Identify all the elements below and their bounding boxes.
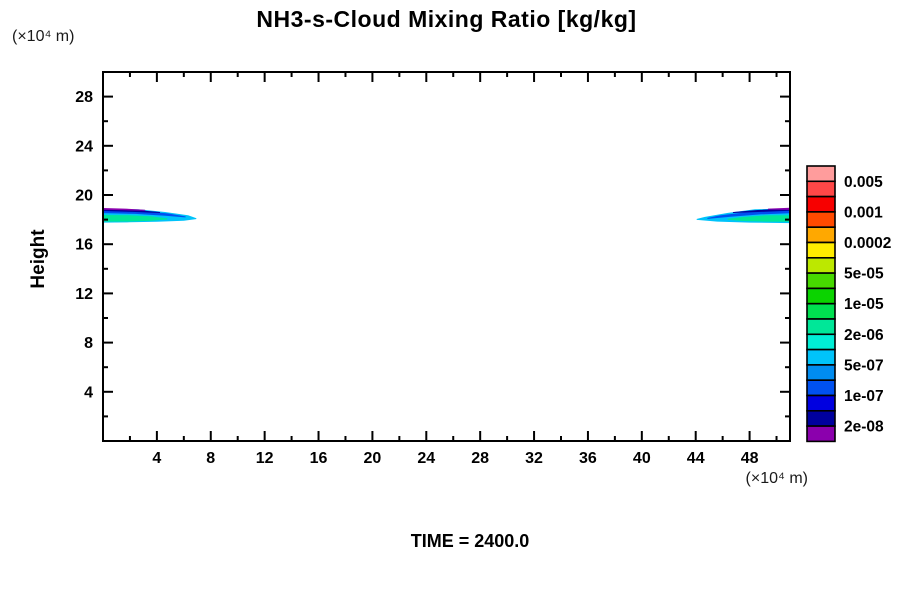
- x-tick-label: 44: [687, 450, 705, 467]
- x-axis-unit-label: (×10⁴ m): [745, 470, 808, 487]
- plot-frame: [102, 71, 791, 442]
- x-tick-label: 28: [471, 450, 489, 467]
- legend-color-cell: [806, 409, 836, 427]
- y-tick-label: 28: [75, 89, 93, 106]
- legend-label: 5e-07: [844, 357, 884, 374]
- legend-label: 2e-06: [844, 327, 884, 344]
- time-label: TIME = 2400.0: [410, 531, 530, 551]
- x-tick-label: 8: [206, 450, 215, 467]
- right-cloud-band-layer: [727, 215, 791, 222]
- legend-label: 0.005: [844, 174, 883, 191]
- legend-color-cell: [806, 211, 836, 228]
- legend-color-cell: [806, 394, 836, 412]
- y-tick-label: 24: [75, 138, 93, 155]
- legend-color-cell: [806, 241, 836, 259]
- right-cloud-band-layer: [767, 207, 791, 210]
- legend-label: 1e-05: [844, 296, 884, 313]
- legend-color-cell: [806, 364, 836, 381]
- x-tick-label: 24: [417, 450, 435, 467]
- x-tick-label: 16: [310, 450, 328, 467]
- right-cloud-band-layer: [707, 209, 791, 219]
- legend-label: 2e-08: [844, 419, 884, 436]
- x-tick-label: 40: [633, 450, 651, 467]
- legend-color-cell: [806, 348, 836, 366]
- legend-label: 0.001: [844, 204, 883, 221]
- x-tick-label: 4: [152, 450, 161, 467]
- x-tick-label: 36: [579, 450, 597, 467]
- legend-color-cell: [806, 379, 836, 397]
- legend-color-cell: [806, 195, 836, 213]
- x-tick-label: 32: [525, 450, 543, 467]
- legend-color-cell: [806, 425, 836, 443]
- legend-label: 1e-07: [844, 388, 884, 405]
- x-tick-label: 48: [741, 450, 759, 467]
- y-tick-label: 12: [75, 286, 93, 303]
- legend-color-cell: [806, 287, 836, 305]
- legend-color-cell: [806, 272, 836, 290]
- legend-label: 0.0002: [844, 235, 891, 252]
- x-tick-label: 20: [364, 450, 382, 467]
- y-tick-label: 4: [84, 384, 93, 401]
- y-tick-label: 16: [75, 237, 93, 254]
- y-axis-unit-label: (×10⁴ m): [12, 28, 75, 45]
- legend-color-cell: [806, 318, 836, 336]
- y-tick-label: 8: [84, 335, 93, 352]
- x-tick-label: 12: [256, 450, 274, 467]
- plot-title: NH3-s-Cloud Mixing Ratio [kg/kg]: [256, 6, 637, 32]
- legend-color-cell: [806, 256, 836, 274]
- legend-color-cell: [806, 333, 836, 351]
- legend-label: 5e-05: [844, 266, 884, 283]
- left-cloud-band-layer: [102, 215, 168, 222]
- legend-color-cell: [806, 165, 836, 183]
- legend-color-cell: [806, 180, 836, 198]
- legend-color-cell: [806, 302, 836, 320]
- legend-color-cell: [806, 226, 836, 244]
- y-tick-label: 20: [75, 188, 93, 205]
